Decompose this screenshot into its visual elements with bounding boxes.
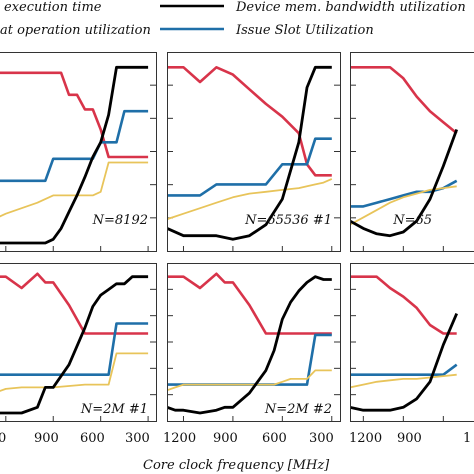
series-line-yellow bbox=[351, 185, 457, 226]
panel-frame bbox=[167, 263, 341, 422]
series-line-black bbox=[351, 129, 459, 238]
panel-label: N=2M #1 bbox=[80, 402, 148, 417]
panel-label: N=8192 bbox=[92, 213, 148, 228]
panel-frame bbox=[0, 52, 157, 252]
panel-label: N=2M #2 bbox=[264, 402, 332, 417]
panel-series bbox=[0, 65, 149, 245]
x-axis-label: Core clock frequency [MHz] bbox=[143, 458, 330, 473]
x-tick-600: 600 bbox=[262, 431, 287, 446]
x-tick-1200: 1200 bbox=[349, 431, 382, 446]
panel-n8192: N=8192 bbox=[0, 52, 157, 252]
x-tick-partial-right: 1 bbox=[463, 431, 471, 446]
series-line-yellow bbox=[351, 373, 457, 389]
series-line-blue bbox=[0, 322, 149, 377]
x-tick-300: 300 bbox=[309, 431, 334, 446]
panel-n2m-2: N=2M #2 bbox=[167, 263, 341, 422]
series-line-blue bbox=[351, 363, 458, 377]
series-line-red bbox=[168, 272, 332, 335]
panel-y-ticks bbox=[167, 84, 340, 251]
panel-y-ticks bbox=[167, 288, 340, 421]
panel-n2m-1: N=2M #1 bbox=[0, 263, 157, 422]
series-line-blue bbox=[0, 109, 149, 183]
series-line-red bbox=[351, 275, 457, 335]
x-tick-600: 600 bbox=[80, 431, 105, 446]
legend: execution time Device mem. bandwidth uti… bbox=[0, 0, 466, 38]
legend-label-device-mem-bandwidth: Device mem. bandwidth utilization bbox=[235, 0, 466, 15]
panel-n65-partial: N=65 bbox=[350, 52, 474, 252]
x-tick-900: 900 bbox=[213, 431, 238, 446]
panel-series bbox=[168, 65, 333, 241]
panel-label: N=65 bbox=[392, 213, 432, 228]
panel-y-ticks bbox=[5, 288, 156, 421]
series-line-red bbox=[168, 66, 332, 177]
panel-n65536-1: N=65536 #1 bbox=[167, 52, 341, 252]
panel-series bbox=[351, 66, 459, 238]
panel-series bbox=[168, 272, 332, 415]
panel-frame bbox=[350, 52, 474, 252]
series-line-red bbox=[0, 71, 149, 159]
legend-label-issue-slot: Issue Slot Utilization bbox=[235, 23, 374, 38]
series-line-red bbox=[0, 272, 149, 335]
panel-y-ticks bbox=[350, 84, 444, 251]
x-tick-partial-left: 0 bbox=[0, 431, 6, 446]
x-tick-900: 900 bbox=[34, 431, 59, 446]
panel-y-ticks bbox=[5, 84, 156, 251]
series-line-black bbox=[0, 65, 149, 245]
legend-label-flop-utilization: at operation utilization bbox=[0, 23, 151, 38]
x-axis-ticks: 0 900 600 300 1200 900 600 300 1200 900 … bbox=[0, 431, 471, 446]
panel-series bbox=[0, 272, 149, 415]
panel-label: N=65536 #1 bbox=[244, 213, 332, 228]
x-tick-300: 300 bbox=[125, 431, 150, 446]
series-line-black bbox=[168, 275, 332, 415]
series-line-yellow bbox=[168, 178, 333, 220]
series-line-yellow bbox=[168, 369, 332, 391]
series-line-yellow bbox=[0, 352, 149, 392]
series-line-black bbox=[168, 65, 332, 241]
panel-y-ticks bbox=[350, 288, 444, 421]
x-tick-900: 900 bbox=[397, 431, 422, 446]
series-line-blue bbox=[168, 137, 332, 197]
panel-n2m-partial bbox=[350, 263, 474, 422]
panel-frame bbox=[350, 263, 474, 422]
legend-label-execution-time: execution time bbox=[4, 0, 102, 15]
series-line-black bbox=[0, 275, 149, 415]
series-line-red bbox=[351, 66, 458, 135]
series-line-black bbox=[351, 313, 458, 412]
x-tick-1200: 1200 bbox=[163, 431, 196, 446]
panel-series bbox=[351, 275, 458, 412]
